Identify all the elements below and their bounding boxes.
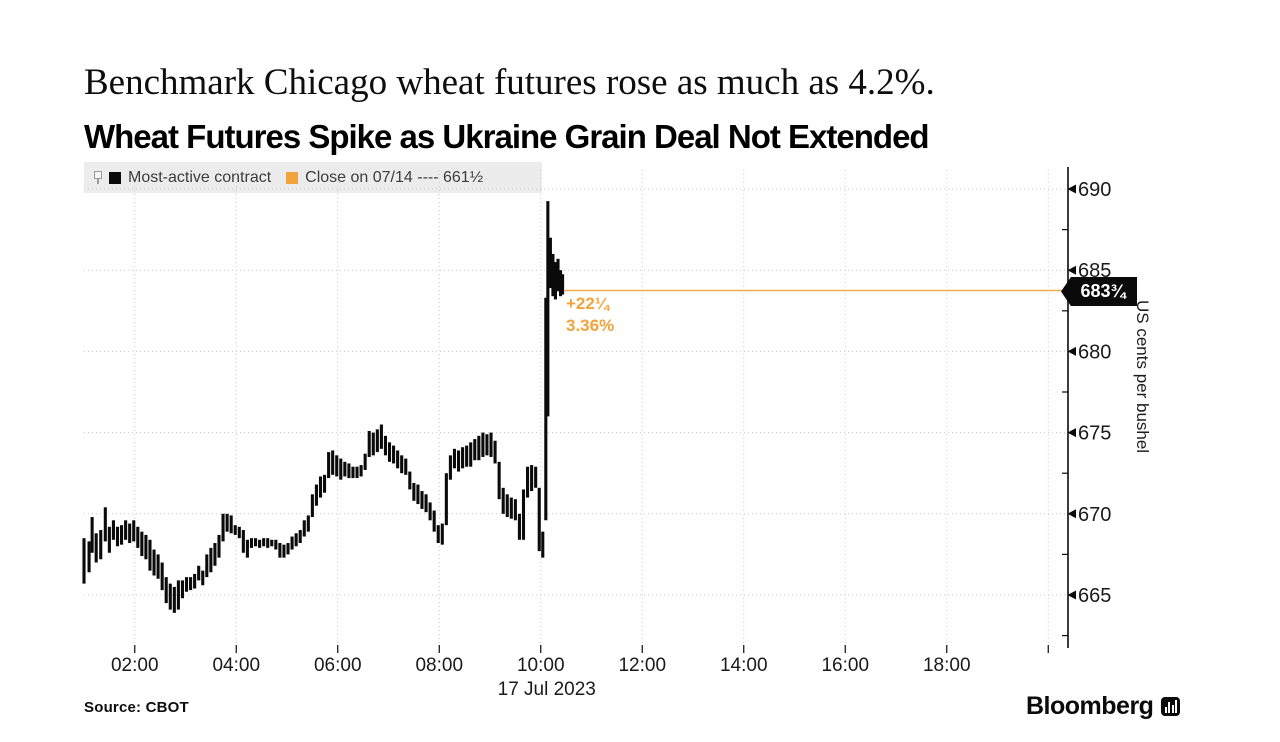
x-axis: 02:00 04:00 06:00 08:00 10:00 12:00 14:00 16:00… (111, 645, 1049, 700)
price-change-percent: 3.36% (566, 316, 615, 335)
price-bars (82, 201, 565, 613)
svg-text:665: 665 (1078, 585, 1111, 607)
svg-text:14:00: 14:00 (720, 655, 768, 676)
y-axis-title: US cents per bushel (1133, 300, 1152, 454)
last-price-tag: 683¾ (1061, 277, 1137, 306)
svg-text:02:00: 02:00 (111, 655, 159, 676)
bloomberg-logo: Bloomberg (1026, 692, 1181, 721)
chart-legend: Most-active contract Close on 07/14 ----… (84, 162, 542, 193)
svg-text:690: 690 (1078, 179, 1111, 201)
svg-text:06:00: 06:00 (314, 655, 362, 676)
legend-label-most-active: Most-active contract (128, 168, 272, 186)
article-headline: Benchmark Chicago wheat futures rose as … (84, 62, 935, 103)
series-swatch-close (286, 171, 299, 184)
svg-text:670: 670 (1078, 504, 1111, 526)
legend-label-close: Close on 07/14 ---- 661½ (305, 168, 484, 186)
svg-text:680: 680 (1078, 341, 1111, 363)
svg-text:08:00: 08:00 (415, 655, 463, 676)
price-change-annotation: +22¼ 3.36% (566, 293, 614, 337)
svg-text:675: 675 (1078, 423, 1111, 445)
date-label: 17 Jul 2023 (498, 679, 596, 700)
pin-icon (94, 171, 102, 184)
svg-text:16:00: 16:00 (821, 655, 869, 676)
svg-text:12:00: 12:00 (618, 655, 666, 676)
svg-text:685: 685 (1078, 260, 1111, 282)
svg-text:04:00: 04:00 (212, 655, 260, 676)
chart-grid (84, 170, 1068, 644)
bloomberg-chart-icon (1161, 697, 1181, 716)
price-change-amount: +22¼ (566, 294, 610, 313)
source-label: Source: CBOT (84, 699, 189, 716)
series-swatch-most-active (109, 171, 121, 184)
svg-text:18:00: 18:00 (923, 655, 971, 676)
bloomberg-wordmark: Bloomberg (1026, 692, 1154, 720)
chart-title: Wheat Futures Spike as Ukraine Grain Dea… (84, 118, 930, 155)
svg-text:10:00: 10:00 (517, 655, 565, 676)
y-axis: 665 670 675 680 685 690 (1062, 167, 1111, 648)
